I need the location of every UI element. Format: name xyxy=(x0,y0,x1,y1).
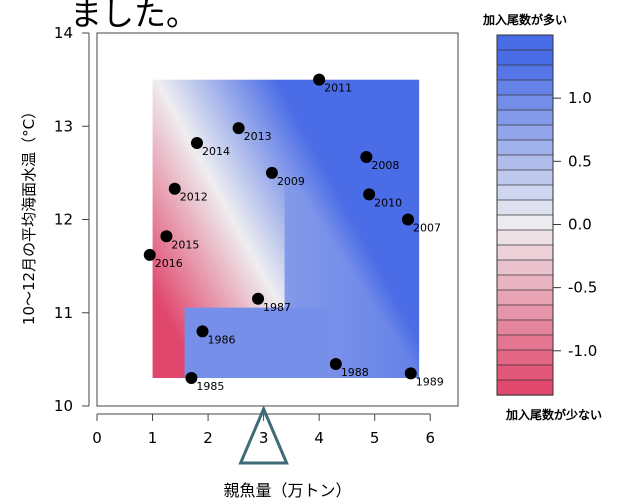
data-point-1988 xyxy=(329,358,342,371)
colorbar-band xyxy=(496,109,554,126)
y-tick-label: 10 xyxy=(54,397,73,415)
colorbar-band xyxy=(496,244,554,261)
colorbar-band xyxy=(496,124,554,141)
colorbar-band xyxy=(496,379,554,396)
colorbar-band xyxy=(496,64,554,81)
colorbar-band xyxy=(496,139,554,156)
colorbar-tick-label: 0.5 xyxy=(568,152,592,170)
colorbar-bottom-label: 加入尾数が少ない xyxy=(505,407,602,422)
data-point-2007 xyxy=(402,213,415,226)
x-tick-label: 2 xyxy=(203,429,213,447)
colorbar-band xyxy=(496,34,554,51)
data-point-2016 xyxy=(143,248,156,261)
data-point-label: 1988 xyxy=(341,366,369,379)
colorbar-band xyxy=(496,304,554,321)
data-point-label: 2008 xyxy=(371,159,399,172)
x-tick-label: 4 xyxy=(314,429,324,447)
contour-surface xyxy=(152,79,420,379)
colorbar-frame xyxy=(496,34,554,396)
y-tick-label: 12 xyxy=(54,211,73,229)
data-point-2012 xyxy=(168,182,181,195)
colorbar-band xyxy=(496,319,554,336)
colorbar-band xyxy=(496,229,554,246)
data-point-label: 1987 xyxy=(263,301,291,314)
data-point-2008 xyxy=(360,151,373,164)
colorbar-band xyxy=(496,214,554,231)
data-point-label: 2007 xyxy=(413,222,441,235)
data-point-label: 1986 xyxy=(208,333,236,346)
x-tick-label: 1 xyxy=(148,429,158,447)
y-axis: 10 11 12 13 14 xyxy=(54,24,90,415)
colorbar-tick-label: 0.0 xyxy=(568,215,592,233)
data-point-label: 2013 xyxy=(244,130,272,143)
colorbar-band xyxy=(496,364,554,381)
data-point-label: 2009 xyxy=(277,175,305,188)
data-point-label: 2015 xyxy=(171,238,199,251)
colorbar-band xyxy=(496,94,554,111)
x-axis: 0 1 2 3 4 5 6 xyxy=(92,413,435,447)
data-point-1987 xyxy=(252,292,265,305)
y-tick-label: 11 xyxy=(54,304,73,322)
colorbar-band xyxy=(496,184,554,201)
data-point-2013 xyxy=(232,122,245,135)
colorbar-band xyxy=(496,49,554,66)
data-point-1985 xyxy=(185,372,198,385)
data-point-1989 xyxy=(404,367,417,380)
spawning-biomass-marker xyxy=(238,405,289,465)
data-point-label: 2012 xyxy=(180,191,208,204)
plot-frame xyxy=(96,32,459,407)
colorbar-band xyxy=(496,199,554,216)
colorbar-band xyxy=(496,79,554,96)
colorbar-band xyxy=(496,154,554,171)
x-axis-label: 親魚量（万トン） xyxy=(223,481,351,500)
x-tick-label: 5 xyxy=(370,429,380,447)
data-point-label: 1985 xyxy=(196,380,224,393)
x-tick-label: 6 xyxy=(425,429,435,447)
data-point-label: 1989 xyxy=(416,375,444,388)
header-fragment-text: ました。 xyxy=(70,0,198,33)
colorbar: 1.0 0.5 0.0 -0.5 -1.0 xyxy=(496,34,597,396)
y-tick-label: 13 xyxy=(54,117,73,135)
y-axis-label: 10～12月の平均海面水温（°C） xyxy=(20,104,38,325)
data-point-1986 xyxy=(196,325,209,338)
data-point-2010 xyxy=(363,188,376,201)
data-point-2014 xyxy=(190,137,203,150)
colorbar-band xyxy=(496,259,554,276)
colorbar-band xyxy=(496,334,554,351)
colorbar-tick-label: 1.0 xyxy=(568,89,592,107)
x-tick-label: 0 xyxy=(92,429,102,447)
data-point-label: 2010 xyxy=(374,196,402,209)
data-point-label: 2014 xyxy=(202,145,230,158)
colorbar-tick-label: -1.0 xyxy=(568,342,597,360)
data-point-2011 xyxy=(313,73,326,86)
colorbar-band xyxy=(496,289,554,306)
y-tick-label: 14 xyxy=(54,24,73,42)
data-point-2009 xyxy=(265,166,278,179)
data-point-label: 2016 xyxy=(155,257,183,270)
data-point-2015 xyxy=(160,230,173,243)
data-points: 1985 1986 1987 1988 1989 2007 2008 2009 2010 2011… xyxy=(143,73,444,393)
x-tick-label: 3 xyxy=(259,429,269,447)
colorbar-band xyxy=(496,349,554,366)
colorbar-top-label: 加入尾数が多い xyxy=(482,12,567,27)
data-point-label: 2011 xyxy=(324,82,352,95)
colorbar-band xyxy=(496,274,554,291)
colorbar-tick-label: -0.5 xyxy=(568,279,597,297)
colorbar-band xyxy=(496,169,554,186)
